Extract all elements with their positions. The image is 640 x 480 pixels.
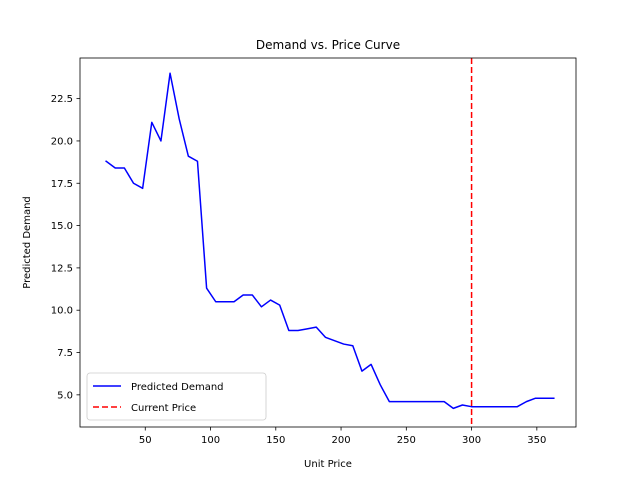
x-axis-label: Unit Price — [304, 459, 352, 470]
y-tick-label: 20.0 — [51, 136, 73, 147]
series-line-predicted-demand — [105, 72, 555, 410]
legend-box — [86, 372, 267, 421]
x-tick-label: 350 — [527, 435, 546, 446]
x-tick-label: 50 — [139, 435, 152, 446]
legend: Predicted Demand Current Price — [86, 372, 267, 421]
chart-title: Demand vs. Price Curve — [256, 38, 400, 52]
x-tick-label: 150 — [266, 435, 285, 446]
y-axis-ticks: 5.0 7.5 10.0 12.5 15.0 17.5 20.0 22.5 — [51, 94, 80, 401]
legend-label-current-price: Current Price — [131, 403, 196, 414]
x-tick-label: 250 — [397, 435, 416, 446]
y-tick-label: 12.5 — [51, 263, 73, 274]
plot-lines — [105, 58, 555, 427]
y-tick-label: 5.0 — [57, 390, 73, 401]
y-tick-label: 17.5 — [51, 179, 73, 190]
y-tick-label: 22.5 — [51, 94, 73, 105]
plot-area-frame — [79, 57, 577, 428]
y-tick-label: 10.0 — [51, 306, 73, 317]
legend-label-predicted-demand: Predicted Demand — [131, 382, 224, 393]
y-axis-label: Predicted Demand — [22, 196, 33, 289]
y-tick-label: 7.5 — [57, 348, 73, 359]
y-tick-label: 15.0 — [51, 221, 73, 232]
x-tick-label: 200 — [332, 435, 351, 446]
x-tick-label: 100 — [201, 435, 220, 446]
x-tick-label: 300 — [462, 435, 481, 446]
x-axis-ticks: 50 100 150 200 250 300 350 — [139, 427, 546, 446]
